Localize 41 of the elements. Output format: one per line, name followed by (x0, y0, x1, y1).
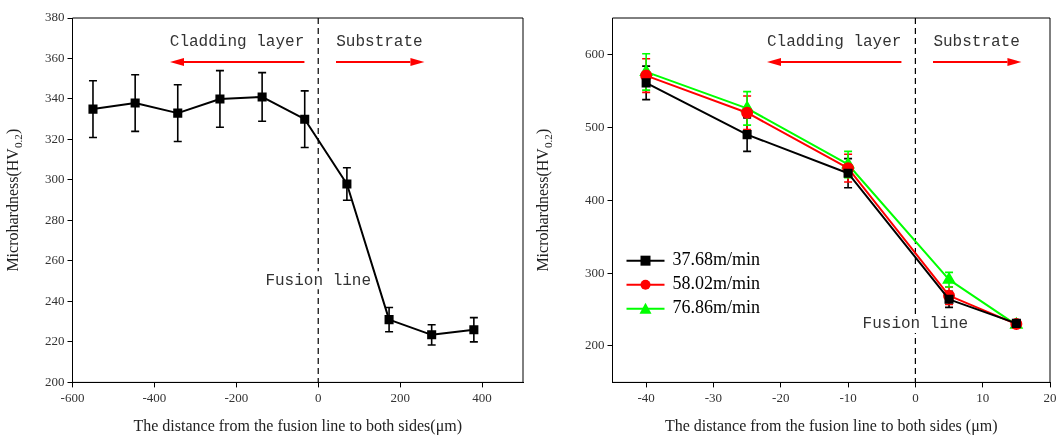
y-tick-label: 600 (585, 45, 605, 61)
x-tick-label: -30 (704, 389, 723, 405)
y-tick-label: 320 (45, 130, 65, 146)
annotation: Cladding layer (169, 33, 305, 52)
y-tick-label: 200 (45, 373, 65, 389)
y-axis-title: Microhardness(HV0.2) (4, 128, 24, 272)
x-tick-label: 400 (472, 389, 492, 405)
y-tick-label: 260 (45, 252, 65, 268)
y-tick-label: 240 (45, 292, 65, 308)
y-tick-label: 220 (45, 333, 65, 349)
y-tick-label: 200 (585, 337, 605, 353)
x-tick-label: 0 (912, 389, 919, 405)
y-tick-label: 500 (585, 118, 605, 134)
legend-label: 76.86m/min (672, 297, 761, 318)
y-tick-label: 300 (585, 264, 605, 280)
x-tick-label: -600 (60, 389, 85, 405)
x-tick-label: 0 (314, 389, 322, 405)
legend-label: 58.02m/min (672, 273, 761, 294)
y-tick-label: 400 (585, 191, 605, 207)
legend-label: 37.68m/min (672, 249, 761, 270)
x-tick-label: 200 (390, 389, 410, 405)
y-tick-label: 380 (45, 9, 65, 25)
ref-line-label: Fusion line (862, 315, 969, 334)
y-tick-label: 300 (45, 171, 65, 187)
y-axis-title: Microhardness(HV0.2) (534, 128, 554, 272)
x-tick-label: -400 (142, 389, 167, 405)
ref-line-label: Fusion line (265, 271, 372, 290)
x-tick-label: -20 (772, 389, 790, 405)
x-axis-title: The distance from the fusion line to both sides (μm) (665, 417, 998, 436)
y-tick-label: 360 (45, 49, 65, 65)
x-tick-label: -200 (224, 389, 249, 405)
y-tick-label: 280 (45, 211, 65, 227)
x-tick-label: 10 (976, 389, 990, 405)
x-axis-title: The distance from the fusion line to both sides(μm) (133, 417, 463, 436)
annotation: Substrate (933, 33, 1020, 52)
y-tick-label: 340 (45, 90, 65, 106)
x-tick-label: -10 (839, 389, 857, 405)
x-tick-label: -40 (637, 389, 655, 405)
annotation: Cladding layer (766, 33, 902, 52)
annotation: Substrate (336, 33, 423, 52)
x-tick-label: 20 (1043, 389, 1057, 405)
